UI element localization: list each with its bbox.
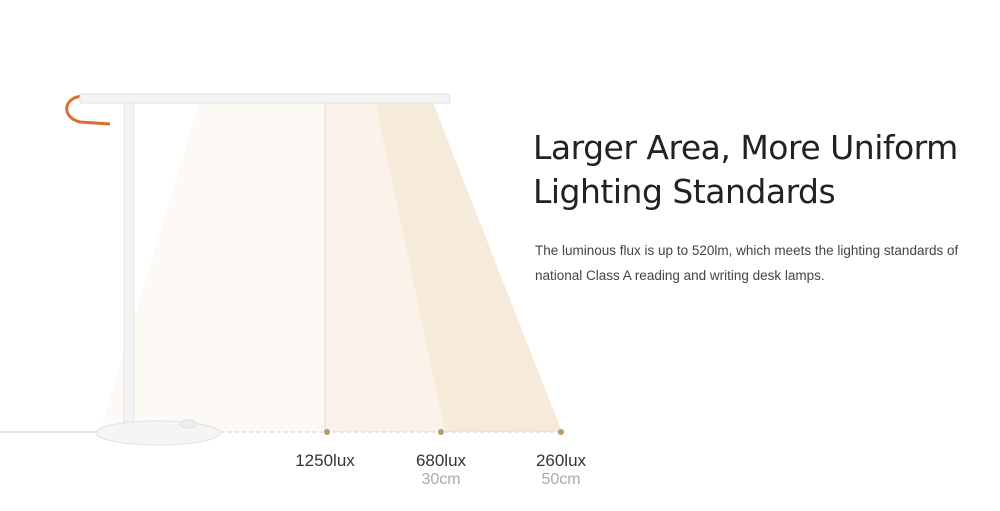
marker-680 — [438, 429, 444, 435]
distance-value: 50cm — [541, 471, 581, 488]
measurement-680: 680lux 30cm — [391, 451, 491, 489]
light-beam-middle — [325, 100, 445, 432]
lamp-head — [79, 93, 451, 104]
lamp-pole — [123, 102, 135, 426]
lux-value: 680lux — [415, 451, 467, 470]
distance-value: 30cm — [421, 471, 461, 488]
marker-260 — [558, 429, 564, 435]
lamp-base — [95, 420, 221, 446]
title-line-1: Larger Area, More Uniform — [533, 128, 958, 167]
lux-value: 1250lux — [295, 451, 355, 470]
cable-icon — [65, 94, 111, 126]
light-beam-outer — [100, 100, 325, 432]
description: The luminous flux is up to 520lm, which … — [535, 243, 959, 283]
knob-icon — [179, 419, 197, 429]
title-line-2: Lighting Standards — [533, 172, 836, 211]
light-beam-far — [375, 100, 562, 432]
marker-1250 — [324, 429, 330, 435]
measurement-260: 260lux 50cm — [511, 451, 611, 489]
page-title: Larger Area, More Uniform Lighting Stand… — [533, 126, 958, 214]
measurement-1250: 1250lux — [275, 451, 375, 471]
lux-value: 260lux — [535, 451, 587, 470]
